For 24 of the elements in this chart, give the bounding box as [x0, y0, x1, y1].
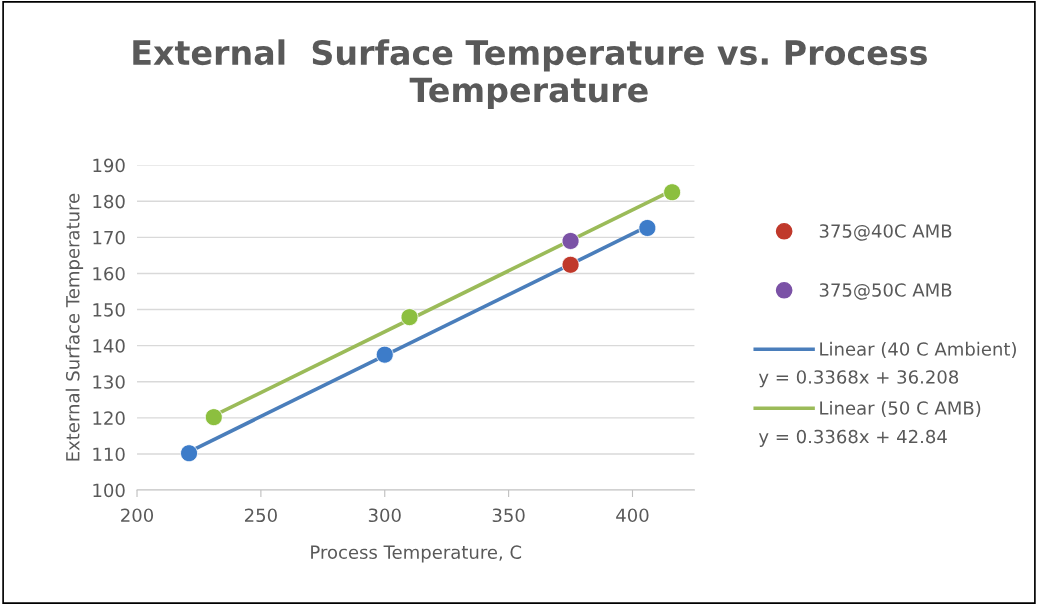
y-tick-label: 180	[93, 194, 125, 209]
y-tick-label: 110	[93, 447, 125, 462]
legend-label: Linear (50 C AMB)	[820, 400, 981, 417]
y-tick-label: 160	[93, 266, 125, 281]
y-tick-label: 100	[93, 483, 125, 498]
y-tick-label: 130	[93, 375, 125, 389]
x-axis-title: Process Temperature, C	[311, 545, 522, 563]
y-axis-title: External Surface Temperature	[65, 193, 84, 461]
legend-label: Linear (40 C Ambient)	[820, 341, 1016, 358]
y-tick-label: 140	[93, 339, 125, 353]
y-tick-label: 120	[93, 411, 125, 425]
y-tick-label: 150	[93, 303, 125, 317]
text: y = 0.3368x + 36.208	[758, 370, 959, 388]
legend-label: 375@40C AMB	[819, 224, 952, 241]
x-tick-label: 400	[616, 508, 649, 523]
y-tick-label: 170	[93, 230, 125, 245]
y-tick-label: 190	[93, 158, 125, 173]
text: y = 0.3368x + 42.84	[758, 429, 947, 447]
x-tick-label: 350	[492, 508, 525, 523]
x-tick-label: 300	[368, 508, 401, 523]
x-tick-label: 200	[121, 508, 154, 523]
chart-title: External Surface Temperature vs. Process Temperature	[133, 39, 927, 109]
legend-label: 375@50C AMB	[819, 283, 952, 300]
x-tick-label: 250	[244, 508, 277, 523]
